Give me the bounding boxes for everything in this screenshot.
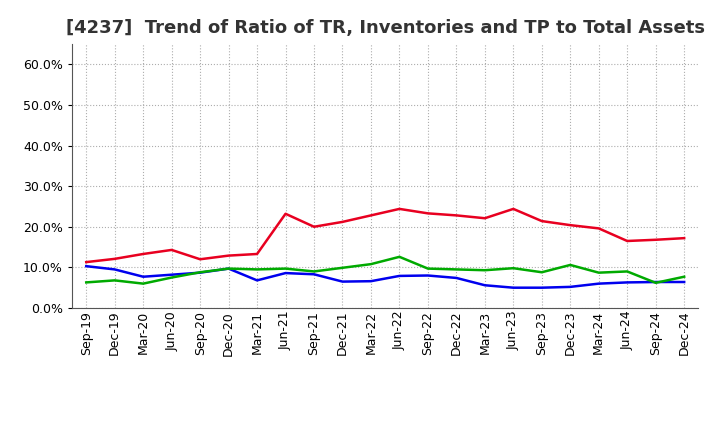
Trade Payables bbox=[395, 254, 404, 260]
Trade Payables bbox=[110, 278, 119, 283]
Trade Receivables bbox=[139, 251, 148, 257]
Trade Payables bbox=[225, 266, 233, 271]
Trade Payables bbox=[167, 275, 176, 280]
Trade Payables bbox=[310, 269, 318, 274]
Trade Receivables bbox=[509, 206, 518, 212]
Trade Payables bbox=[366, 261, 375, 267]
Inventories bbox=[310, 271, 318, 277]
Inventories bbox=[537, 285, 546, 290]
Trade Receivables bbox=[310, 224, 318, 229]
Inventories bbox=[366, 279, 375, 284]
Inventories bbox=[338, 279, 347, 284]
Trade Receivables bbox=[167, 247, 176, 253]
Trade Receivables bbox=[423, 211, 432, 216]
Trade Payables bbox=[253, 267, 261, 272]
Trade Receivables bbox=[595, 226, 603, 231]
Inventories bbox=[139, 274, 148, 279]
Inventories bbox=[167, 272, 176, 277]
Inventories bbox=[253, 278, 261, 283]
Trade Receivables bbox=[480, 216, 489, 221]
Trade Payables bbox=[537, 270, 546, 275]
Line: Inventories: Inventories bbox=[86, 266, 684, 288]
Inventories bbox=[423, 273, 432, 278]
Trade Receivables bbox=[82, 260, 91, 265]
Inventories bbox=[395, 273, 404, 279]
Trade Payables bbox=[338, 265, 347, 271]
Inventories bbox=[623, 280, 631, 285]
Trade Receivables bbox=[253, 251, 261, 257]
Trade Receivables bbox=[366, 213, 375, 218]
Trade Receivables bbox=[452, 213, 461, 218]
Inventories bbox=[652, 279, 660, 285]
Trade Payables bbox=[452, 267, 461, 272]
Trade Receivables bbox=[566, 223, 575, 228]
Trade Payables bbox=[595, 270, 603, 275]
Trade Payables bbox=[480, 268, 489, 273]
Trade Receivables bbox=[395, 206, 404, 212]
Inventories bbox=[595, 281, 603, 286]
Trade Receivables bbox=[196, 257, 204, 262]
Inventories bbox=[452, 275, 461, 281]
Inventories bbox=[82, 264, 91, 269]
Trade Receivables bbox=[110, 256, 119, 261]
Trade Payables bbox=[566, 262, 575, 268]
Trade Receivables bbox=[537, 218, 546, 224]
Trade Receivables bbox=[282, 211, 290, 216]
Trade Payables bbox=[282, 266, 290, 271]
Trade Receivables bbox=[338, 219, 347, 224]
Trade Receivables bbox=[652, 237, 660, 242]
Inventories bbox=[225, 266, 233, 271]
Inventories bbox=[196, 270, 204, 275]
Trade Receivables bbox=[225, 253, 233, 258]
Trade Payables bbox=[139, 281, 148, 286]
Line: Trade Payables: Trade Payables bbox=[86, 257, 684, 284]
Trade Receivables bbox=[680, 235, 688, 241]
Inventories bbox=[509, 285, 518, 290]
Title: [4237]  Trend of Ratio of TR, Inventories and TP to Total Assets: [4237] Trend of Ratio of TR, Inventories… bbox=[66, 19, 705, 37]
Inventories bbox=[480, 282, 489, 288]
Trade Payables bbox=[652, 280, 660, 286]
Inventories bbox=[680, 279, 688, 285]
Inventories bbox=[282, 271, 290, 276]
Line: Trade Receivables: Trade Receivables bbox=[86, 209, 684, 262]
Inventories bbox=[110, 267, 119, 272]
Trade Payables bbox=[680, 274, 688, 279]
Trade Receivables bbox=[623, 238, 631, 244]
Trade Payables bbox=[623, 269, 631, 274]
Trade Payables bbox=[196, 270, 204, 275]
Trade Payables bbox=[82, 280, 91, 285]
Inventories bbox=[566, 284, 575, 290]
Trade Payables bbox=[509, 266, 518, 271]
Trade Payables bbox=[423, 266, 432, 271]
